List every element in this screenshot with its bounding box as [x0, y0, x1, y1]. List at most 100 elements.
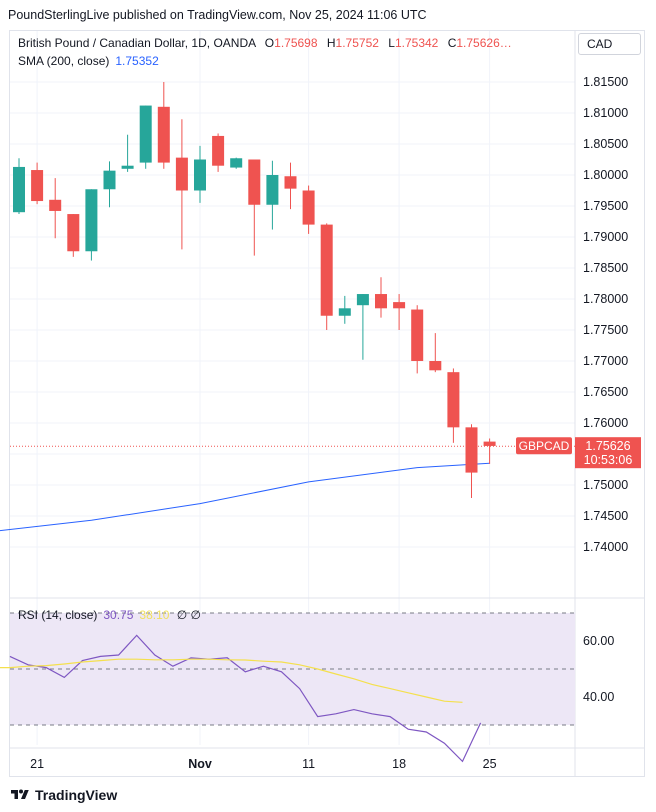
rsi-ma-value: 38.10: [139, 608, 170, 622]
candle-body: [230, 158, 243, 168]
candle-body: [67, 214, 80, 252]
candle: [157, 82, 170, 169]
y-tick-label: 1.74500: [583, 509, 628, 523]
candle-body: [49, 199, 62, 211]
y-tick-label: 1.78500: [583, 261, 628, 275]
candle: [284, 162, 297, 210]
footer-brand[interactable]: TradingView: [10, 787, 117, 803]
candle-body: [121, 165, 134, 169]
x-tick-label: 21: [30, 757, 44, 771]
candle: [31, 162, 44, 205]
y-tick-label: 1.77000: [583, 354, 628, 368]
candle-body: [483, 441, 496, 446]
candle-body: [320, 224, 333, 316]
rsi-icons: ∅ ∅: [176, 608, 202, 622]
candle-body: [375, 294, 387, 309]
price-tag-price: 1.75626: [585, 439, 630, 453]
candle: [194, 145, 206, 203]
candle: [302, 185, 315, 234]
candle: [266, 160, 279, 230]
y-tick-label: 1.75000: [583, 478, 628, 492]
y-tick-label: 1.79500: [583, 199, 628, 213]
legend-high: 1.75752: [335, 36, 379, 50]
candle: [67, 214, 80, 257]
y-tick-label: 1.80500: [583, 137, 628, 151]
candle: [411, 305, 424, 374]
candle-body: [284, 176, 297, 189]
candle-body: [447, 372, 460, 428]
legend-high-label: H: [326, 36, 336, 50]
chart-legend: British Pound / Canadian Dollar, 1D, OAN…: [18, 36, 512, 50]
candle-body: [31, 170, 44, 202]
candle-body: [393, 302, 406, 309]
legend-title: British Pound / Canadian Dollar, 1D, OAN…: [18, 36, 256, 50]
rsi-line: [9, 634, 482, 763]
x-tick-label: 11: [302, 757, 315, 771]
candle: [447, 368, 460, 443]
footer-brand-label: TradingView: [35, 787, 118, 803]
price-tag: [575, 437, 641, 469]
rsi-tick-label: 60.00: [583, 634, 614, 648]
legend-low-label: L: [388, 36, 395, 50]
legend-close-label: C: [447, 36, 457, 50]
candle-body: [266, 175, 279, 205]
tradingview-logo-icon: [11, 789, 29, 799]
candle-body: [411, 309, 424, 361]
sma-label: SMA (200, close): [18, 54, 110, 68]
candle: [13, 158, 25, 215]
candle-body: [212, 135, 225, 166]
y-tick-label: 1.79000: [583, 230, 628, 244]
legend-open: 1.75698: [274, 36, 318, 50]
sma-legend: SMA (200, close) 1.75352: [18, 54, 159, 68]
rsi-label: RSI (14, close): [18, 608, 98, 622]
y-tick-label: 1.76000: [583, 416, 628, 430]
rsi-tick-label: 40.00: [583, 690, 614, 704]
y-tick-label: 1.81000: [583, 106, 628, 120]
candle-body: [13, 166, 25, 213]
currency-button[interactable]: CAD: [578, 33, 641, 55]
price-tag-countdown: 10:53:06: [584, 453, 633, 467]
sma-value: 1.75352: [115, 54, 159, 68]
y-tick-label: 1.80000: [583, 168, 628, 182]
legend-open-label: O: [264, 36, 275, 50]
candle: [429, 333, 442, 373]
candle: [139, 105, 152, 169]
candle-body: [175, 157, 188, 191]
candle: [103, 161, 116, 208]
y-tick-label: 1.77500: [583, 323, 628, 337]
candle-body: [139, 105, 152, 163]
y-tick-label: 1.74000: [583, 540, 628, 554]
symbol-tag: [516, 437, 572, 455]
candle: [175, 119, 188, 250]
candle: [375, 277, 387, 318]
y-tick-label: 1.81500: [583, 75, 628, 89]
y-tick-label: 1.76500: [583, 385, 628, 399]
candle: [85, 189, 98, 261]
candle-body: [356, 294, 369, 306]
candle: [465, 424, 478, 499]
legend-low: 1.75342: [394, 36, 439, 50]
chart-frame: [9, 30, 645, 777]
candle-body: [338, 308, 351, 316]
rsi-ma-line: [0, 658, 463, 703]
candle: [483, 438, 496, 464]
symbol-tag-label: GBPCAD: [519, 439, 570, 453]
candle-body: [103, 170, 116, 190]
publisher-line: PoundSterlingLive published on TradingVi…: [8, 8, 427, 22]
candle-body: [194, 159, 206, 191]
rsi-value: 30.75: [103, 608, 134, 622]
y-tick-label: 1.78000: [583, 292, 628, 306]
candle: [230, 157, 243, 169]
candle-body: [429, 361, 442, 371]
candle: [212, 133, 225, 172]
candle-body: [302, 190, 315, 225]
candle-body: [248, 159, 261, 205]
candle: [393, 294, 406, 330]
candle: [356, 294, 369, 360]
candle-body: [465, 427, 478, 473]
sma-line: [0, 462, 490, 532]
candle-body: [85, 189, 98, 252]
candle: [248, 159, 261, 256]
candle: [338, 295, 351, 324]
